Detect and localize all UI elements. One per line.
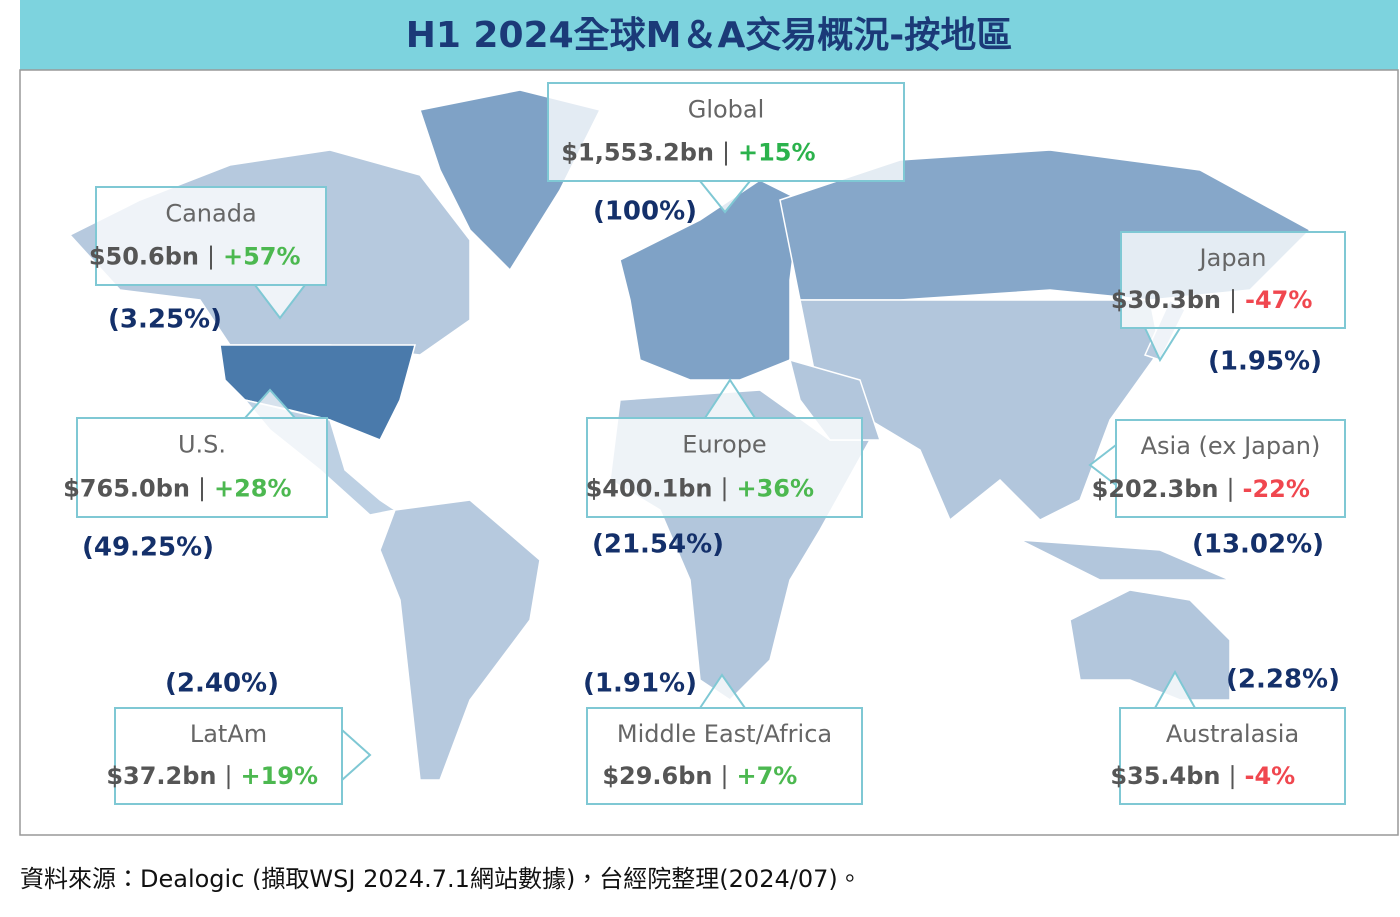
deal-value: $202.3bn: [1092, 475, 1219, 503]
callout: Europe $400.1bn +36%: [586, 378, 863, 518]
indonesia-shape: [1019, 539, 1231, 581]
change: +57%: [223, 243, 301, 271]
callout: Global $1,553.2bn +15%: [547, 82, 905, 214]
share: (49.25%): [82, 533, 214, 563]
region-name: Europe: [682, 431, 766, 459]
title-bar: [20, 0, 1398, 70]
callout-pointer: [697, 180, 753, 214]
region-name: Asia (ex Japan): [1141, 432, 1321, 460]
change: +7%: [737, 762, 798, 790]
callout: Australasia $35.4bn -4%: [1110, 669, 1346, 805]
australia-shape: [1069, 589, 1231, 701]
change: +15%: [738, 139, 816, 167]
share: (2.28%): [1226, 665, 1340, 695]
share: (100%): [593, 197, 697, 227]
region-name: Canada: [165, 199, 256, 227]
callout: LatAm $37.2bn +19%: [106, 707, 372, 805]
share: (3.25%): [108, 305, 222, 335]
callout: Middle East/Africa $29.6bn +7%: [586, 673, 863, 805]
region-name: U.S.: [178, 431, 226, 459]
change: +28%: [214, 474, 292, 502]
deal-value: $50.6bn: [89, 243, 199, 271]
region-name: Japan: [1198, 244, 1267, 272]
callout-pointer: [252, 284, 308, 320]
callout-pointer: [242, 388, 298, 419]
region-name: Middle East/Africa: [617, 720, 832, 748]
source-note: 資料來源：Dealogic (擷取WSJ 2024.7.1網站數據)，台經院整理…: [20, 865, 862, 893]
callout-pointer: [703, 378, 757, 419]
change: -22%: [1243, 475, 1310, 503]
callout-pointer: [698, 673, 747, 709]
change: +19%: [241, 762, 319, 790]
deal-value: $29.6bn: [602, 762, 712, 790]
region-name: Australasia: [1166, 720, 1299, 748]
callout-pointer: [341, 727, 372, 783]
callout-pointer: [1153, 669, 1197, 709]
change: -47%: [1245, 286, 1312, 314]
callout: Japan $30.3bn -47%: [1111, 231, 1346, 363]
callout-pointer: [1143, 327, 1182, 363]
callout: U.S. $765.0bn +28%: [63, 388, 328, 518]
share: (2.40%): [165, 669, 279, 699]
share: (13.02%): [1192, 530, 1324, 560]
callout: Canada $50.6bn +57%: [89, 186, 327, 320]
deal-value: $37.2bn: [106, 762, 216, 790]
deal-value: $1,553.2bn: [561, 139, 714, 167]
deal-value: $30.3bn: [1111, 286, 1221, 314]
callout-pointer: [1088, 442, 1117, 488]
deal-value: $35.4bn: [1110, 762, 1220, 790]
deal-value: $765.0bn: [63, 474, 190, 502]
share: (21.54%): [592, 530, 724, 560]
title: H1 2024全球M＆A交易概況-按地區: [406, 14, 1013, 56]
change: +36%: [737, 474, 815, 502]
region-name: LatAm: [190, 720, 267, 748]
callout: Asia (ex Japan) $202.3bn -22%: [1088, 419, 1346, 518]
region-name: Global: [688, 95, 765, 123]
change: -4%: [1245, 762, 1296, 790]
share: (1.91%): [583, 669, 697, 699]
latam-shape: [379, 499, 541, 781]
deal-value: $400.1bn: [586, 474, 713, 502]
share: (1.95%): [1208, 347, 1322, 377]
